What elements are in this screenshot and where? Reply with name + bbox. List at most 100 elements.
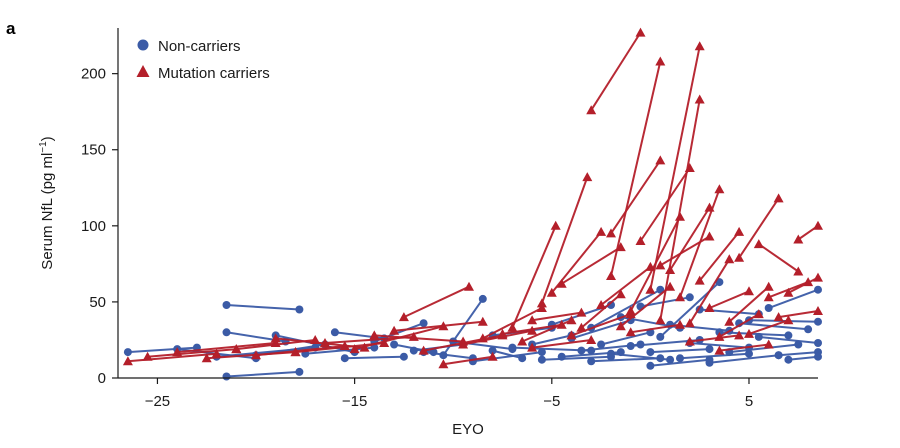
mutation-carriers-point <box>556 278 567 288</box>
non-carriers-point <box>330 328 339 337</box>
mutation-carriers-point <box>635 27 646 37</box>
non-carriers-point <box>705 355 714 364</box>
mutation-carriers-point <box>675 292 685 302</box>
mutation-carriers-point <box>211 348 222 358</box>
non-carriers-point <box>478 294 487 303</box>
mutation-carriers-trajectory-line <box>590 32 642 111</box>
mutation-carriers-point <box>172 347 183 357</box>
y-tick-label: 200 <box>81 66 106 83</box>
non-carriers-point <box>587 357 596 366</box>
mutation-carriers-point <box>389 325 400 335</box>
mutation-carriers-point <box>694 41 705 51</box>
mutation-carriers-point <box>793 266 804 276</box>
non-carriers-point <box>340 354 349 363</box>
mutation-carriers-point <box>773 312 784 322</box>
non-carriers-point <box>399 352 408 361</box>
mutation-carriers-point <box>625 306 636 315</box>
non-carriers-trajectory-line <box>531 334 572 346</box>
non-carriers-trajectory-line <box>344 355 404 360</box>
mutation-carriers-point <box>655 56 666 66</box>
mutation-carriers-point <box>734 252 745 262</box>
mutation-carriers-trajectory-line <box>630 323 681 334</box>
mutation-carriers-point <box>576 322 587 332</box>
mutation-carriers-trajectory-line <box>531 339 592 349</box>
non-carriers-trajectory-line <box>729 343 799 354</box>
non-carriers-trajectory-line <box>758 335 819 344</box>
mutation-carriers-point <box>418 345 429 355</box>
non-carriers-trajectory-line <box>472 351 543 363</box>
mutation-carriers-point <box>753 309 764 319</box>
non-carriers-point <box>784 355 793 364</box>
mutation-carriers-point <box>744 286 754 296</box>
mutation-carriers-trajectory-line <box>659 99 701 321</box>
mutation-carriers-trajectory-line <box>620 285 671 328</box>
non-carriers-point <box>774 351 783 360</box>
y-axis-label: Serum NfL (pg ml−1) <box>38 136 56 269</box>
y-ticks: 0 50 100 150 200 <box>81 66 118 387</box>
non-carriers-point <box>537 348 546 357</box>
y-axis-label-superscript: −1 <box>38 141 49 153</box>
mutation-carriers-point <box>464 281 474 291</box>
mutation-carriers-point <box>793 234 804 244</box>
non-carriers-point <box>814 285 822 294</box>
mutation-carriers-point <box>251 350 261 360</box>
mutation-carriers-point <box>763 339 774 349</box>
mutation-carriers-trajectory-line <box>719 343 769 352</box>
non-carriers-point <box>814 317 822 326</box>
mutation-carriers-point <box>615 289 626 299</box>
mutation-carriers-trajectory-line <box>443 355 493 366</box>
non-carriers-point <box>419 319 428 328</box>
mutation-carriers-point <box>231 344 242 354</box>
mutation-carriers-point <box>753 239 764 249</box>
mutation-carriers-trajectory-line <box>728 285 770 323</box>
mutation-carriers-point <box>763 292 774 302</box>
non-carriers-point <box>295 367 304 376</box>
non-carriers-point <box>439 351 448 360</box>
mutation-carriers-point <box>142 351 153 361</box>
mutation-carriers-point <box>675 319 685 329</box>
non-carriers-point <box>754 332 763 341</box>
non-carriers-trajectory-line <box>650 358 710 367</box>
mutation-carriers-trajectory-line <box>698 231 740 282</box>
mutation-carriers-point <box>576 307 587 317</box>
non-carriers-trajectory-line <box>492 349 523 360</box>
non-carriers-point <box>577 346 586 355</box>
mutation-carriers-point <box>773 193 784 203</box>
mutation-carriers-point <box>507 322 518 332</box>
mutation-carriers-point <box>536 303 547 312</box>
mutation-carriers-trajectory-line <box>688 258 731 324</box>
x-tick-label: 5 <box>745 393 753 410</box>
mutation-carriers-trajectory-line <box>521 319 572 343</box>
mutation-carriers-point <box>606 271 616 280</box>
non-carriers-point <box>370 343 379 352</box>
mutation-carriers-trajectory-line <box>787 276 819 294</box>
mutation-carriers-point <box>582 172 593 182</box>
mutation-carriers-point <box>714 184 725 194</box>
mutation-carriers-trajectory-line <box>610 159 662 234</box>
non-carriers-point <box>222 328 231 337</box>
mutation-carriers-point <box>517 336 528 346</box>
mutation-carriers-point <box>270 333 281 343</box>
mutation-carriers-point <box>586 105 597 115</box>
non-carriers-point <box>745 349 753 358</box>
mutation-carriers-point <box>477 316 488 326</box>
mutation-carriers-point <box>704 303 715 312</box>
mutation-carriers-trajectory-line <box>758 243 799 273</box>
y-axis-label-close: ) <box>39 136 56 141</box>
non-carriers-point <box>557 352 566 361</box>
mutation-carriers-point <box>290 347 301 357</box>
mutation-carriers-trajectory-line <box>669 207 711 271</box>
y-tick-label: 0 <box>98 370 106 387</box>
mutation-carriers-trajectory-line <box>127 352 217 363</box>
non-carriers-point <box>390 340 399 349</box>
x-axis-label: EYO <box>452 421 484 438</box>
mutation-carriers-point <box>527 342 538 352</box>
mutation-carriers-point <box>458 339 469 349</box>
mutation-carriers-point <box>734 330 745 340</box>
mutation-carriers-point <box>694 94 705 104</box>
mutation-carriers-trajectory-line <box>571 313 632 337</box>
non-carriers-point <box>518 354 527 363</box>
non-carriers-point <box>597 340 606 349</box>
non-carriers-point <box>508 343 517 352</box>
